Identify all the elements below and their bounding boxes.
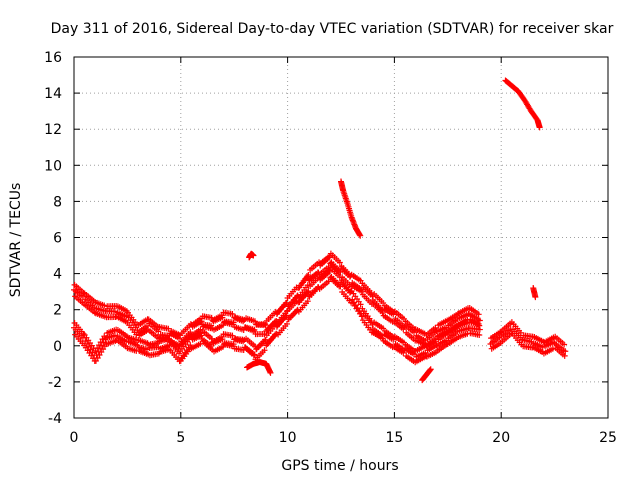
data-point-band-upper (336, 259, 343, 266)
tick-labels: 0 5 10 15 20 25 -4 -2 0 2 4 6 8 10 12 14 16 (44, 50, 617, 446)
data-point-band-upper (219, 314, 226, 321)
data-point-segment-neg (267, 369, 274, 376)
data-point-late-cluster (561, 341, 568, 348)
data-point-band-lower (325, 278, 332, 285)
x-tick-label: 25 (599, 430, 617, 446)
data-point-band-upper (101, 302, 108, 309)
data-point-band-upper (208, 322, 215, 329)
data-point-band-upper (229, 311, 236, 318)
data-point-band-upper (262, 322, 269, 329)
y-tick-label: 4 (53, 267, 62, 283)
data-point-band-lower (304, 289, 311, 296)
y-tick-label: 2 (53, 303, 62, 319)
x-tick-label: 15 (385, 430, 403, 446)
y-tick-label: -4 (48, 411, 62, 427)
data-points (71, 77, 569, 384)
data-point-late-cluster (562, 348, 569, 355)
data-point-band-upper (283, 299, 290, 306)
data-point-band-upper (155, 328, 162, 335)
data-point-band-upper (476, 317, 483, 324)
data-point-band-upper (176, 342, 183, 349)
data-point-segment-8h (250, 252, 257, 259)
y-tick-label: 14 (44, 86, 62, 102)
data-point-band-upper (251, 326, 258, 333)
data-point-band-upper (240, 318, 247, 325)
data-point-band-lower (229, 332, 236, 339)
data-point-band-lower (357, 301, 364, 308)
x-tick-label: 0 (70, 430, 79, 446)
data-point-band-lower (476, 331, 483, 338)
data-point-band-upper (432, 324, 439, 331)
data-point-band-lower (336, 273, 343, 280)
data-point-band-upper (368, 289, 375, 296)
data-point-band-lower (454, 323, 461, 330)
y-tick-label: 0 (53, 339, 62, 355)
x-axis-label: GPS time / hours (281, 458, 398, 474)
y-tick-label: 6 (53, 231, 62, 247)
y-axis-label: SDTVAR / TECUs (8, 183, 24, 298)
data-point-band-lower (251, 351, 258, 358)
x-tick-label: 5 (176, 430, 185, 446)
y-tick-label: 8 (53, 194, 62, 210)
data-point-isolated (532, 294, 539, 301)
data-point-band-lower (219, 336, 226, 343)
x-tick-label: 10 (279, 430, 297, 446)
data-point-band-upper (251, 318, 258, 325)
data-point-band-upper (304, 273, 311, 280)
data-point-band-lower (284, 320, 291, 327)
data-point-arc-mid (357, 232, 364, 239)
data-point-band-lower (358, 313, 365, 320)
data-point-band-lower (304, 298, 311, 305)
plot-frame (73, 56, 609, 419)
data-point-segment-16h (427, 366, 434, 373)
y-tick-label: 12 (44, 122, 62, 138)
data-point-band-lower (80, 330, 87, 337)
grid-lines (74, 57, 608, 418)
y-tick-label: 16 (44, 50, 62, 66)
data-point-band-lower (283, 312, 290, 319)
data-point-band-upper (91, 309, 98, 316)
x-tick-label: 20 (492, 430, 510, 446)
data-point-band-upper (475, 311, 482, 318)
y-tick-label: -2 (48, 375, 62, 391)
y-tick-label: 10 (44, 158, 62, 174)
data-point-band-lower (476, 326, 483, 333)
data-point-band-lower (475, 320, 482, 327)
data-point-band-upper (176, 335, 183, 342)
chart-title: Day 311 of 2016, Sidereal Day-to-day VTE… (51, 21, 614, 37)
data-point-band-lower (262, 337, 269, 344)
data-point-band-upper (358, 288, 365, 295)
data-point-arc-high (536, 124, 543, 131)
data-point-band-upper (379, 309, 386, 316)
data-point-late-cluster (549, 345, 556, 352)
data-point-band-lower (261, 347, 268, 354)
